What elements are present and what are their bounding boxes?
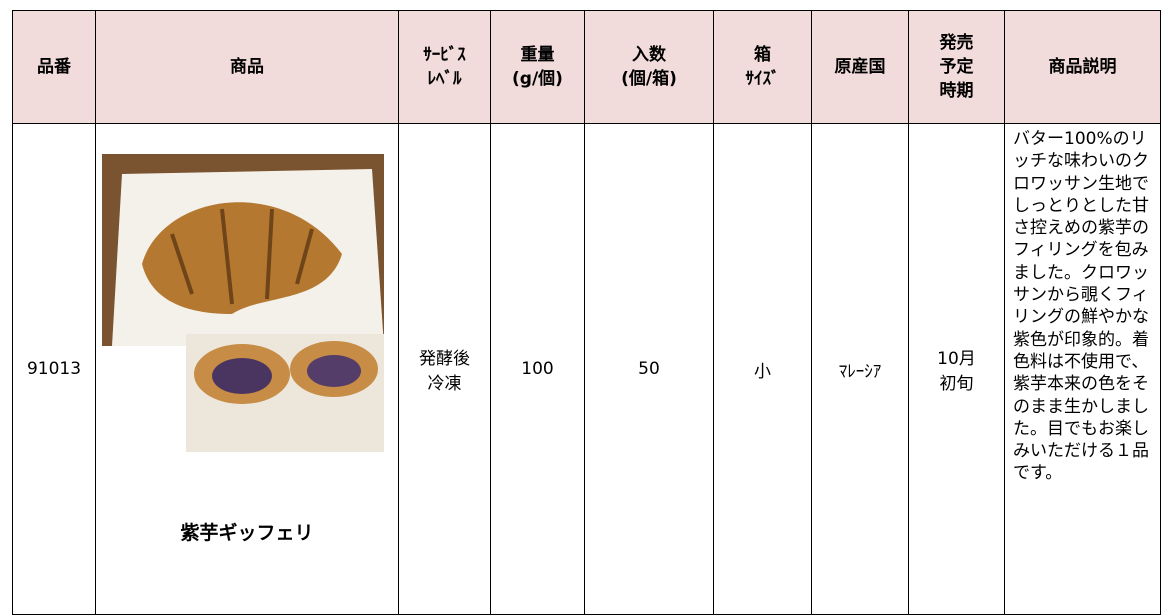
product-images — [102, 154, 384, 452]
croissant-ridges — [170, 208, 314, 305]
release-cell: 10月 初旬 — [908, 123, 1005, 615]
header-cell: 商品説明 — [1004, 10, 1161, 124]
header-cell: 発売 予定 時期 — [908, 10, 1005, 124]
header-cell: ｻｰﾋﾞｽ ﾚﾍﾞﾙ — [398, 10, 491, 124]
product-cell: 紫芋ギッフェリ — [95, 123, 399, 615]
quantity-cell: 50 — [584, 123, 714, 615]
header-cell: 商品 — [95, 10, 399, 124]
croissant — [142, 202, 342, 314]
product-name: 紫芋ギッフェリ — [180, 522, 314, 544]
header-cell: 重量 (g/個) — [490, 10, 585, 124]
header-row: 品番 商品 ｻｰﾋﾞｽ ﾚﾍﾞﾙ 重量 (g/個) 入数 (個/箱) 箱 ｻｲｽ… — [12, 10, 1161, 124]
header-cell: 箱 ｻｲｽﾞ — [713, 10, 812, 124]
code-cell: 91013 — [12, 123, 96, 615]
service-cell: 発酵後 冷凍 — [398, 123, 491, 615]
product-table: 品番 商品 ｻｰﾋﾞｽ ﾚﾍﾞﾙ 重量 (g/個) 入数 (個/箱) 箱 ｻｲｽ… — [12, 10, 1161, 615]
product-row: 91013 紫芋ギッフェリ 発酵後 冷凍 100 50 小 ﾏﾚｰｼｱ 10月 … — [12, 123, 1161, 615]
filling — [307, 355, 361, 387]
header-cell: 品番 — [12, 10, 96, 124]
box-size-cell: 小 — [713, 123, 812, 615]
origin-cell: ﾏﾚｰｼｱ — [811, 123, 909, 615]
weight-cell: 100 — [490, 123, 585, 615]
header-cell: 入数 (個/箱) — [584, 10, 714, 124]
header-cell: 原産国 — [811, 10, 909, 124]
filling — [212, 358, 272, 394]
description-cell: バター100%のリッチな味わいのクロワッサン生地でしっとりとした甘さ控えめの紫芋… — [1004, 123, 1161, 615]
